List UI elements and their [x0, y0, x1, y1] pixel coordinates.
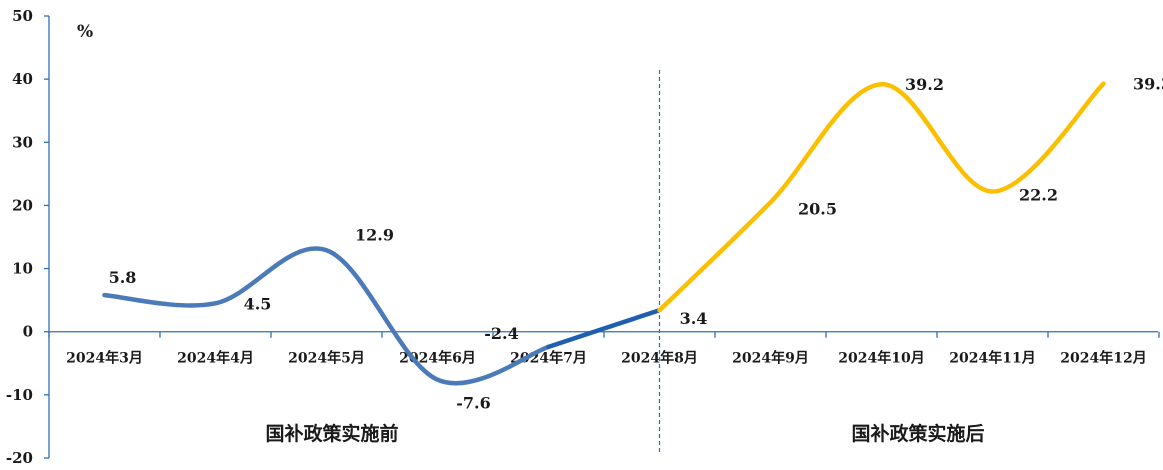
data-label: 3.4: [680, 309, 708, 328]
y-tick-label: 20: [12, 196, 33, 214]
x-tick-label: 2024年11月: [949, 350, 1035, 367]
x-tick-label: 2024年9月: [732, 350, 809, 367]
y-tick-label: 30: [12, 133, 33, 151]
series-line-2: [546, 307, 662, 350]
y-tick-label: 50: [12, 7, 33, 25]
data-label: 4.5: [244, 294, 272, 313]
annotation-after-policy: 国补政策实施后: [851, 422, 984, 445]
data-label: 20.5: [798, 199, 837, 218]
data-label: 12.9: [355, 225, 394, 244]
data-label: 5.8: [109, 268, 137, 287]
series-line-1: [102, 246, 551, 386]
data-label: 39.2: [905, 75, 944, 94]
series-line-3: [657, 81, 1106, 313]
data-labels: 5.8 4.5 12.9 -7.6 -2.4 3.4 20.5 39.2 22.2 39.3: [109, 75, 1163, 413]
annotation-before-policy: 国补政策实施前: [265, 422, 398, 445]
y-tick-label: 10: [12, 260, 33, 278]
x-axis: 2024年3月 2024年4月 2024年5月 2024年6月 2024年7月 2024年…: [48, 331, 1160, 367]
series-lines: [102, 81, 1106, 386]
y-tick-label: -20: [6, 449, 33, 467]
y-axis-unit: %: [77, 22, 93, 42]
x-tick-label: 2024年10月: [838, 350, 924, 367]
x-tick-label: 2024年5月: [288, 350, 365, 367]
x-tick-label: 2024年4月: [177, 350, 254, 367]
data-label: -7.6: [456, 394, 490, 413]
data-label: 39.3: [1133, 75, 1163, 94]
y-tick-label: 0: [23, 323, 33, 341]
data-label: -2.4: [484, 324, 518, 343]
x-tick-label: 2024年12月: [1060, 350, 1146, 367]
y-tick-label: -10: [6, 386, 33, 404]
data-label: 22.2: [1019, 186, 1058, 205]
y-axis: 50 40 30 20 10 0 -10 -20: [6, 7, 50, 467]
x-tick-label: 2024年3月: [66, 350, 143, 367]
y-tick-label: 40: [12, 70, 33, 88]
